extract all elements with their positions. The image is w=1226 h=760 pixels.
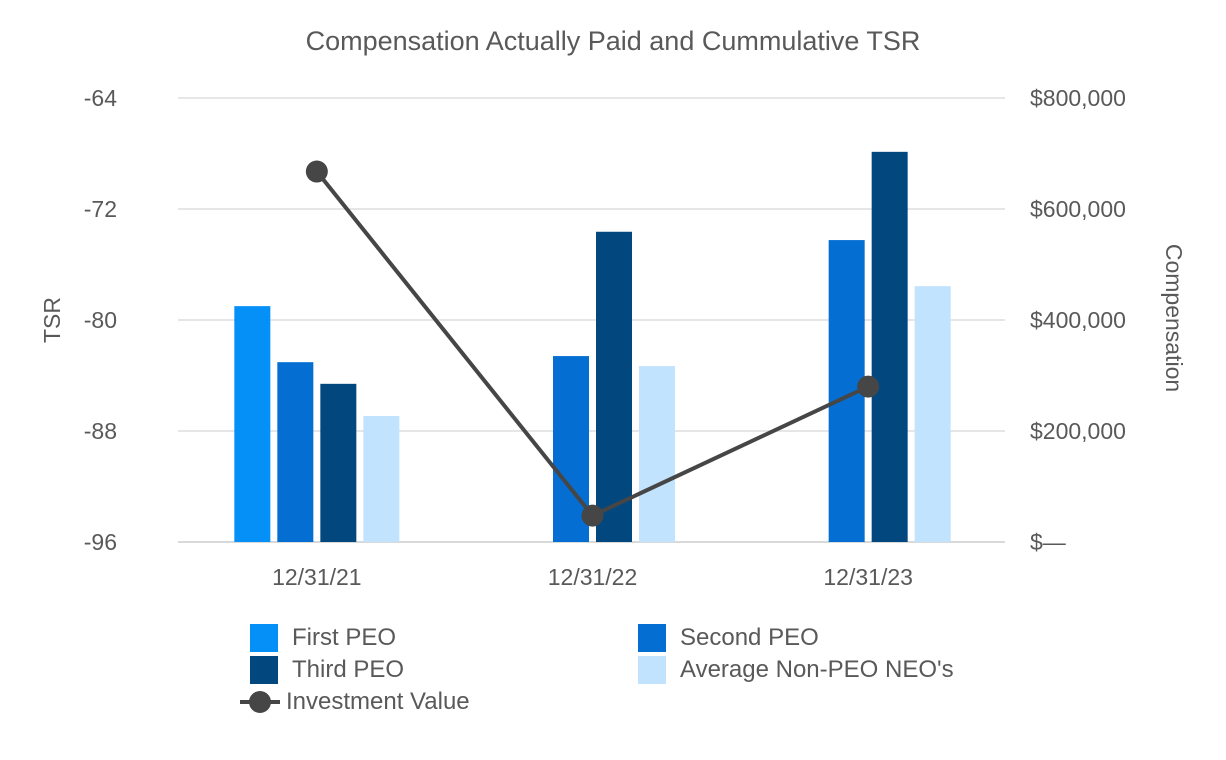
data-point-investment-value <box>581 504 604 527</box>
legend-swatch <box>250 624 278 652</box>
bar-average-non-peo-neo-s <box>639 366 675 542</box>
legend-label: Third PEO <box>292 656 405 683</box>
right-tick-label: $800,000 <box>1030 85 1126 111</box>
line-marker-icon <box>240 691 280 713</box>
legend-item-average-non-peo: Average Non-PEO NEO's <box>638 656 954 684</box>
bar-average-non-peo-neo-s <box>363 416 400 542</box>
left-tick-label: -72 <box>84 196 117 222</box>
legend-label: First PEO <box>292 624 397 651</box>
left-tick-label: -88 <box>84 418 117 444</box>
right-tick-label: $400,000 <box>1030 307 1126 333</box>
right-tick-label: $200,000 <box>1030 418 1126 444</box>
x-tick-label: 12/31/23 <box>823 564 913 590</box>
chart-title: Compensation Actually Paid and Cummulati… <box>305 26 921 56</box>
legend-swatch <box>638 624 666 652</box>
bar-average-non-peo-neo-s <box>914 286 951 542</box>
legend-item-first-peo: First PEO <box>250 624 396 652</box>
bar-third-peo <box>871 151 908 542</box>
legend-label: Average Non-PEO NEO's <box>680 656 954 683</box>
left-tick-label: -96 <box>84 529 117 555</box>
left-axis-label: TSR <box>39 297 65 343</box>
legend-label: Second PEO <box>680 624 819 651</box>
right-axis-label: Compensation <box>1161 244 1187 392</box>
legend-swatch <box>638 656 666 684</box>
bar-third-peo <box>320 383 357 542</box>
right-tick-label: $600,000 <box>1030 196 1126 222</box>
legend-item-second-peo: Second PEO <box>638 624 819 652</box>
bar-first-peo <box>234 306 271 542</box>
legend-label: Investment Value <box>286 688 470 715</box>
data-point-investment-value <box>857 375 880 398</box>
bar-second-peo <box>277 362 314 542</box>
left-tick-label: -64 <box>84 85 117 111</box>
legend-item-investment-value: Investment Value <box>240 688 470 716</box>
legend-swatch <box>250 656 278 684</box>
bar-third-peo <box>596 231 632 542</box>
line-investment-value <box>315 170 870 519</box>
legend-item-third-peo: Third PEO <box>250 656 404 684</box>
x-tick-label: 12/31/21 <box>272 564 362 590</box>
right-tick-label: $— <box>1030 529 1066 555</box>
data-point-investment-value <box>305 160 328 183</box>
left-tick-label: -80 <box>84 307 117 333</box>
x-tick-label: 12/31/22 <box>548 564 638 590</box>
